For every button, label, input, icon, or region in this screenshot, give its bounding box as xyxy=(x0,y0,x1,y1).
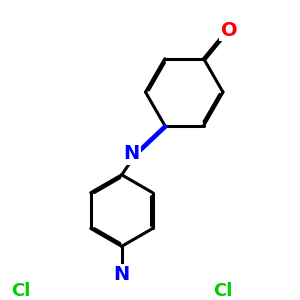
Text: N: N xyxy=(114,265,130,284)
Text: O: O xyxy=(220,21,237,40)
Text: Cl: Cl xyxy=(213,282,233,300)
Text: Cl: Cl xyxy=(11,282,30,300)
Text: N: N xyxy=(123,145,140,164)
